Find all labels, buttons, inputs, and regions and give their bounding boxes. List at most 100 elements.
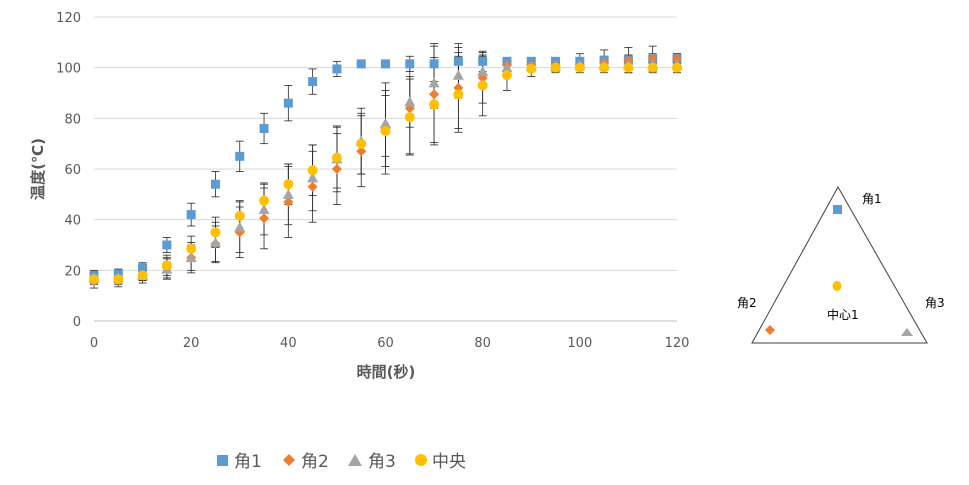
legend-circle-marker xyxy=(415,454,427,466)
data-point-circle xyxy=(574,62,585,73)
data-point-circle xyxy=(380,126,391,136)
diagram-label-left: 角2 xyxy=(737,296,757,310)
data-point-square xyxy=(453,56,463,66)
data-point-circle xyxy=(647,62,658,73)
data-point-triangle xyxy=(501,62,513,73)
data-point-circle xyxy=(599,62,610,73)
data-point-circle xyxy=(672,62,682,73)
data-point-square xyxy=(162,240,172,250)
data-point-diamond xyxy=(307,181,318,192)
data-point-diamond xyxy=(259,213,270,224)
data-point-triangle xyxy=(477,65,489,76)
data-point-diamond xyxy=(672,53,682,64)
data-point-square xyxy=(235,151,245,161)
data-point-square xyxy=(186,210,196,220)
data-point-diamond xyxy=(331,164,342,174)
data-point-circle xyxy=(526,63,537,74)
x-tick-label: 100 xyxy=(567,336,592,351)
diagram-marker-right xyxy=(901,328,913,336)
diagram-label-right: 角3 xyxy=(925,296,945,310)
data-point-triangle xyxy=(307,172,319,183)
data-point-circle xyxy=(89,274,99,285)
data-point-triangle xyxy=(282,188,294,199)
x-tick-label: 0 xyxy=(90,336,98,351)
diagram-label-top: 角1 xyxy=(862,192,882,206)
error-bars xyxy=(90,43,681,289)
data-point-circle xyxy=(404,112,415,123)
data-point-diamond xyxy=(283,196,294,207)
y-tick-label: 80 xyxy=(64,112,81,127)
data-point-square xyxy=(405,59,415,69)
data-point-circle xyxy=(331,152,342,163)
data-point-square xyxy=(478,56,488,66)
y-tick-label: 40 xyxy=(64,214,81,229)
data-point-triangle xyxy=(185,252,197,263)
data-point-square xyxy=(210,179,220,189)
legend-item-4: 中央 xyxy=(415,452,466,472)
data-point-circle xyxy=(186,243,197,254)
data-point-circle xyxy=(234,210,245,221)
data-points xyxy=(88,53,683,286)
y-tick-label: 60 xyxy=(64,163,81,178)
data-point-circle xyxy=(210,227,221,238)
x-axis-title: 時間(秒) xyxy=(357,363,416,381)
data-point-circle xyxy=(307,165,318,176)
data-point-square xyxy=(283,98,293,108)
y-axis-title: 温度(℃) xyxy=(29,138,47,200)
data-point-circle xyxy=(501,70,512,81)
legend-triangle-marker xyxy=(348,454,362,466)
data-point-square xyxy=(259,123,269,133)
data-point-triangle xyxy=(234,221,246,232)
data-point-diamond xyxy=(429,89,440,100)
x-tick-label: 20 xyxy=(183,336,200,351)
x-tick-label: 120 xyxy=(665,336,690,351)
y-tick-label: 120 xyxy=(56,11,81,26)
legend: 角1 角2 角3 中央 xyxy=(217,452,466,472)
data-point-square xyxy=(356,59,366,69)
x-tick-label: 60 xyxy=(377,336,394,351)
legend-item-3: 角3 xyxy=(348,452,396,472)
data-point-square xyxy=(308,77,318,87)
data-point-triangle xyxy=(258,204,270,215)
data-point-circle xyxy=(429,99,440,110)
data-point-triangle xyxy=(380,117,391,128)
triangle-outline xyxy=(751,185,928,344)
data-point-triangle xyxy=(428,77,440,88)
legend-item-1: 角1 xyxy=(217,452,262,472)
legend-label: 角1 xyxy=(234,452,262,472)
data-point-square xyxy=(429,59,439,69)
y-tick-labels: 0 20 40 60 80 100 120 xyxy=(56,11,81,330)
data-point-circle xyxy=(161,260,172,271)
y-tick-label: 0 xyxy=(73,315,81,330)
data-point-circle xyxy=(259,195,270,206)
data-point-circle xyxy=(283,179,294,190)
data-point-square xyxy=(332,64,342,74)
diagram-label-center: 中心1 xyxy=(827,307,859,322)
data-point-circle xyxy=(623,62,634,73)
x-tick-label: 40 xyxy=(280,336,297,351)
legend-square-marker xyxy=(217,455,228,466)
diagram-marker-top xyxy=(833,205,842,214)
x-tick-labels: 0 20 40 60 80 100 120 xyxy=(90,336,690,351)
legend-label: 中央 xyxy=(432,452,466,472)
data-point-triangle xyxy=(209,236,221,247)
diagram-marker-center xyxy=(832,281,842,291)
data-point-circle xyxy=(477,80,488,91)
diagram-marker-left xyxy=(765,325,775,335)
data-point-triangle xyxy=(452,69,464,80)
legend-item-2: 角2 xyxy=(283,452,329,472)
data-point-circle xyxy=(113,274,124,285)
data-point-diamond xyxy=(647,53,658,64)
data-point-circle xyxy=(453,89,464,100)
data-point-diamond xyxy=(356,146,367,157)
y-tick-label: 100 xyxy=(56,62,81,77)
data-point-square xyxy=(381,59,390,69)
y-tick-label: 20 xyxy=(64,264,81,279)
data-point-circle xyxy=(550,62,561,73)
legend-diamond-marker xyxy=(283,454,295,466)
legend-label: 角3 xyxy=(368,452,396,472)
data-point-circle xyxy=(356,138,367,149)
legend-label: 角2 xyxy=(301,452,329,472)
data-point-circle xyxy=(137,270,148,281)
